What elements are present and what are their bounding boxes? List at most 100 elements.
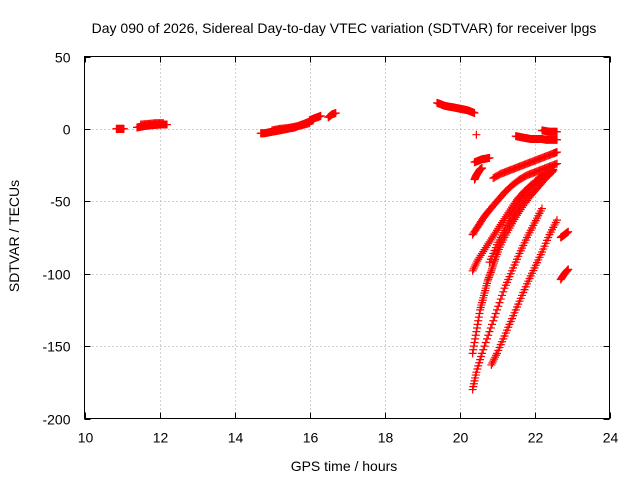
series-s9	[472, 130, 481, 139]
x-tick-label: 12	[153, 430, 169, 446]
x-tick-label: 22	[528, 430, 544, 446]
data-point	[495, 298, 504, 307]
y-tick-label: -150	[42, 339, 70, 355]
data-point	[489, 316, 498, 325]
data-point	[563, 266, 572, 275]
data-point	[470, 338, 479, 347]
data-point	[159, 119, 168, 128]
data-point	[553, 216, 561, 225]
x-tick-label: 24	[603, 430, 619, 446]
x-tick-label: 16	[303, 430, 319, 446]
y-tick-label: -100	[42, 267, 70, 283]
data-point	[484, 273, 493, 282]
data-point	[485, 327, 494, 336]
data-point	[478, 349, 486, 358]
data-point	[496, 295, 505, 304]
data-point	[473, 324, 481, 332]
data-point	[499, 287, 508, 296]
data-points	[112, 98, 573, 394]
series-s22	[556, 265, 573, 284]
series-s20	[487, 216, 561, 369]
data-point	[564, 265, 573, 274]
data-point	[472, 259, 481, 268]
data-point	[473, 320, 482, 329]
data-point	[486, 324, 495, 332]
series-s3	[136, 119, 168, 129]
data-point	[491, 353, 500, 362]
data-point	[553, 159, 561, 168]
axis-ticks: 10 12 14 16 18 20 22 24 50 0 -50 -100 -150 -200	[42, 50, 618, 446]
data-point	[478, 163, 486, 172]
data-point	[538, 204, 546, 213]
data-point	[469, 345, 478, 354]
series-s7	[324, 108, 340, 122]
data-point	[564, 227, 573, 236]
plot-frame	[84, 56, 610, 419]
data-point	[484, 275, 493, 284]
data-point	[331, 108, 340, 117]
series-s11	[538, 126, 561, 136]
data-point	[483, 334, 491, 343]
data-point	[486, 270, 495, 279]
data-point	[469, 342, 478, 351]
data-point	[485, 271, 494, 280]
data-point	[471, 334, 480, 343]
data-point	[548, 168, 556, 177]
data-point	[474, 313, 483, 322]
data-point	[470, 108, 479, 117]
data-point	[498, 291, 506, 300]
grid-lines	[84, 56, 610, 419]
series-s1	[112, 124, 128, 133]
series-s10	[511, 132, 561, 144]
series-s5	[268, 119, 314, 135]
data-point	[481, 338, 490, 347]
y-tick-label: 50	[55, 50, 71, 66]
data-point	[488, 358, 497, 367]
data-point	[490, 257, 499, 266]
series-s13	[489, 148, 561, 183]
data-point	[163, 120, 171, 129]
data-point	[553, 127, 561, 136]
x-tick-label: 14	[228, 430, 244, 446]
data-point	[492, 351, 501, 360]
data-point	[489, 259, 498, 268]
data-point	[494, 302, 503, 311]
series-s8	[433, 98, 479, 117]
data-point	[488, 264, 496, 273]
series-s12	[470, 153, 494, 167]
data-point	[485, 153, 494, 162]
data-point	[468, 349, 477, 358]
data-point	[474, 316, 483, 325]
data-point	[488, 320, 496, 329]
data-point	[553, 148, 561, 157]
data-point	[468, 266, 477, 275]
data-point	[472, 327, 481, 336]
series-s6	[305, 111, 325, 125]
x-tick-label: 18	[378, 430, 394, 446]
data-point	[484, 331, 493, 340]
x-tick-label: 10	[78, 430, 94, 446]
data-point	[470, 262, 479, 271]
x-tick-label: 20	[453, 430, 469, 446]
data-point	[486, 268, 495, 277]
data-point	[479, 345, 488, 354]
data-point	[469, 264, 478, 273]
series-s19	[468, 204, 546, 394]
data-point	[490, 355, 499, 364]
series-s21	[556, 227, 573, 242]
data-point	[316, 111, 325, 120]
y-tick-label: -50	[50, 194, 70, 210]
y-tick-label: 0	[63, 122, 71, 138]
data-point	[493, 305, 501, 314]
series-s15	[468, 159, 561, 239]
data-point	[119, 124, 128, 133]
data-point	[489, 357, 498, 366]
data-point	[483, 276, 492, 285]
data-point	[488, 262, 497, 271]
data-point	[549, 166, 558, 175]
data-point	[487, 360, 496, 369]
data-point	[487, 266, 496, 275]
data-point	[563, 266, 571, 275]
chart-title: Day 090 of 2026, Sidereal Day-to-day VTE…	[92, 20, 597, 36]
